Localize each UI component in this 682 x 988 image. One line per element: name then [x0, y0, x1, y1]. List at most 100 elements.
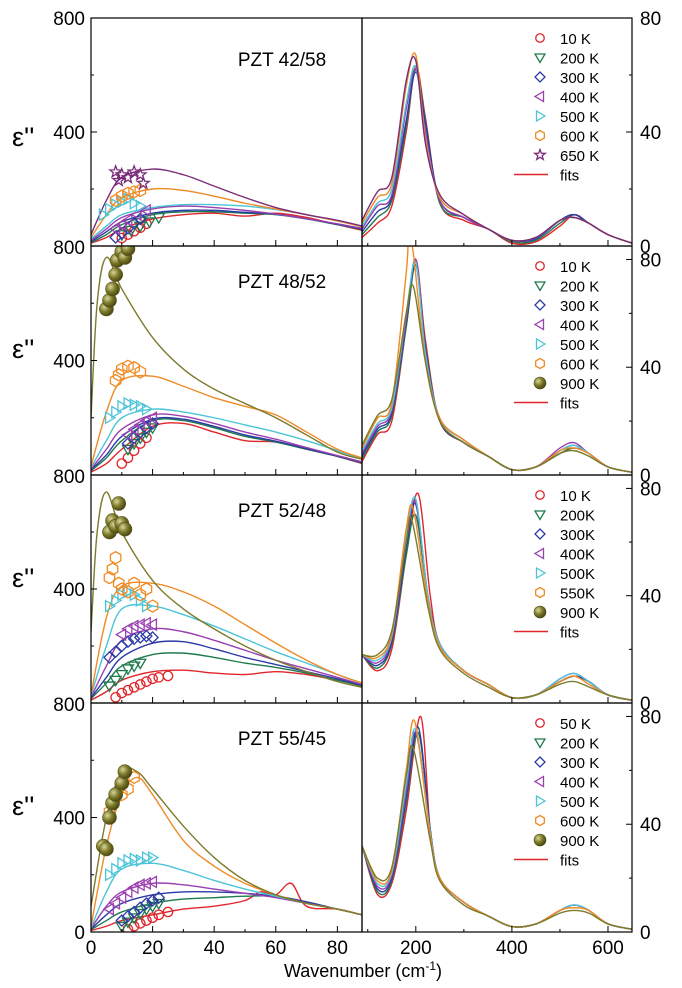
- panel-2-series-3-line: [91, 413, 362, 470]
- panel-4-series-2-line: [91, 640, 362, 699]
- panel-4-marker-6-5: [117, 521, 133, 537]
- panel-2-marker-5-1: [112, 368, 125, 382]
- panel-7-series-6-line: [362, 744, 632, 930]
- panel-6-marker-3-0: [102, 902, 114, 916]
- legend-5-marker-0: [535, 490, 545, 500]
- legend-7-label-4: 500 K: [560, 794, 599, 811]
- row-2-ytick-label-400: 400: [53, 580, 85, 601]
- panel-2-marker-6-2: [105, 281, 120, 297]
- panel-4-marker-1-0: [102, 681, 117, 693]
- panel-0-marker-6-4: [126, 163, 142, 179]
- legend-3-label-5: 600 K: [560, 357, 599, 374]
- panel-4-marker-2-4: [127, 632, 141, 646]
- x-axis-label: Wavenumber (cm-1): [284, 959, 442, 981]
- legend-7-label-0: 50 K: [560, 716, 591, 733]
- row-3-ytick-label-0: 0: [74, 923, 85, 944]
- legend-7-label-2: 300 K: [560, 755, 599, 772]
- row-3-ytick-label-400: 400: [53, 809, 85, 830]
- panel-2-plot-area: [91, 246, 362, 473]
- legend-1-label-4: 500 K: [560, 109, 599, 126]
- panel-1-series-6-line: [362, 56, 632, 244]
- row-3-right-ytick-label-0: 0: [640, 923, 651, 944]
- panel-2-series-6-line: [91, 256, 362, 460]
- panel-6-marker-4-3: [123, 853, 135, 868]
- row-0-ytick-label-800: 800: [53, 9, 85, 30]
- panel-6-marker-4-2: [117, 856, 129, 870]
- panel-4-marker-1-2: [115, 670, 129, 682]
- panel-4-marker-3-0: [115, 627, 127, 642]
- row-0-right-ytick-label-0: 0: [640, 237, 651, 258]
- panel-6-marker-3-3: [121, 885, 133, 899]
- panel-0-marker-0-0: [116, 232, 128, 244]
- legend-5-marker-5: [535, 586, 545, 599]
- panel-1-plot-area: [362, 52, 632, 246]
- row-1-right-ytick-label-80: 80: [640, 250, 661, 271]
- panel-2-marker-3-1: [127, 422, 139, 436]
- legend-5-marker-6: [533, 605, 547, 619]
- left-xtick-label-3: 60: [265, 938, 286, 959]
- panel-4-marker-5-3: [112, 576, 125, 591]
- legend-1-label-3: 400 K: [560, 90, 599, 107]
- row-2-ytick-label-800: 800: [53, 467, 85, 488]
- panel-4-marker-5-8: [140, 582, 153, 596]
- legend-1-label-5: 600 K: [560, 129, 599, 146]
- panel-6-marker-1-6: [152, 898, 166, 911]
- panel-6-marker-2-4: [140, 896, 153, 910]
- panel-6-marker-0-1: [128, 920, 140, 932]
- legend-5-marker-2: [534, 528, 546, 540]
- panel-0-marker-6-5: [132, 166, 148, 182]
- right-xtick-label-1: 400: [496, 938, 528, 959]
- panel-2-marker-4-3: [123, 396, 135, 411]
- legend-7-marker-6: [533, 833, 547, 847]
- panel-0-marker-5-0: [109, 193, 122, 208]
- panel-4-marker-5-0: [103, 570, 116, 585]
- row-1-right-ytick-label-0: 0: [640, 466, 651, 487]
- legend-7-marker-5: [535, 814, 545, 827]
- panel-4-marker-0-3: [128, 682, 140, 693]
- panel-0-marker-5-1: [115, 189, 128, 203]
- legend-1-marker-0: [535, 33, 545, 43]
- panel-2-marker-5-2: [115, 362, 128, 376]
- row-1-right-ytick-label-40: 40: [640, 358, 661, 379]
- panel-6-marker-6-2: [102, 810, 117, 825]
- legend-1-label-6: 650 K: [560, 148, 599, 165]
- row-2-right-ytick-label-40: 40: [640, 587, 661, 608]
- legend-1-label-1: 200 K: [560, 51, 599, 68]
- legend-7-marker-1: [533, 738, 547, 749]
- panel-2-label: PZT 48/52: [238, 272, 326, 293]
- legend-7-marker-0: [535, 718, 545, 728]
- legend-5-marker-4: [535, 566, 547, 580]
- panel-2-marker-0-1: [122, 452, 134, 464]
- legend-1-label-0: 10 K: [560, 31, 591, 48]
- row-2-right-ytick-label-0: 0: [640, 694, 651, 715]
- panel-2-series-2-line: [91, 416, 362, 471]
- panel-2-marker-3-4: [145, 411, 158, 425]
- panel-2-marker-4-6: [141, 402, 154, 416]
- x-axis-label-close: ): [436, 961, 442, 981]
- row-0-y-axis-label: ε'': [12, 122, 34, 152]
- panel-0-marker-4-5: [129, 196, 141, 210]
- panel-2-marker-5-5: [134, 365, 147, 379]
- legend-3-marker-4: [535, 337, 547, 351]
- legend-3-label-6: 900 K: [560, 376, 599, 393]
- row-2-y-axis-label: ε'': [12, 563, 34, 593]
- panel-0-marker-1-2: [133, 221, 147, 233]
- panel-6-marker-1-0: [115, 921, 129, 932]
- legend-1-marker-4: [535, 109, 547, 123]
- panel-4-marker-4-1: [111, 593, 123, 608]
- left-xtick-label-0: 0: [86, 938, 97, 959]
- right-xtick-label-0: 200: [400, 938, 432, 959]
- panel-0-plot-area: [91, 163, 362, 244]
- panel-2-series-4-line: [91, 408, 362, 469]
- panel-4-series-0-line: [91, 669, 362, 701]
- panel-6-marker-3-4: [127, 880, 139, 895]
- panel-4-marker-1-5: [133, 658, 147, 670]
- panel-2-marker-4-4: [129, 398, 141, 412]
- panel-4-marker-2-2: [115, 639, 129, 653]
- panel-3-series-5-line: [362, 246, 632, 473]
- row-3-right-ytick-label-40: 40: [640, 815, 661, 836]
- legend-5-label-3: 400K: [560, 547, 595, 564]
- legend-7-label-3: 400 K: [560, 775, 599, 792]
- row-3-right-ytick-label-80: 80: [640, 707, 661, 728]
- row-3-y-axis-label: ε'': [12, 791, 34, 821]
